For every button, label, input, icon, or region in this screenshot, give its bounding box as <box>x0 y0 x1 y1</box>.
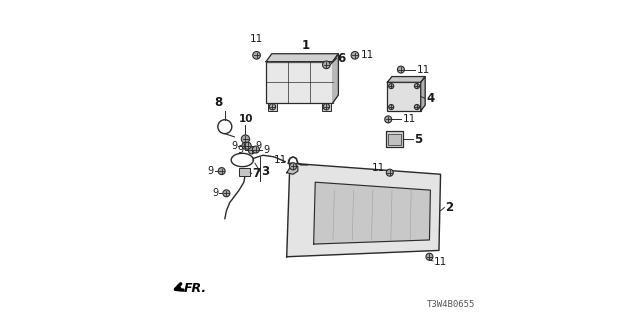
Text: 6: 6 <box>337 52 346 65</box>
Polygon shape <box>287 163 440 257</box>
Text: 1: 1 <box>301 39 310 52</box>
Circle shape <box>351 52 358 59</box>
Polygon shape <box>387 76 425 82</box>
Polygon shape <box>287 163 298 174</box>
Text: 9: 9 <box>255 141 261 151</box>
Bar <box>388 134 401 145</box>
Text: 11: 11 <box>361 50 374 60</box>
Text: 9: 9 <box>207 166 214 176</box>
Circle shape <box>426 253 433 260</box>
Bar <box>386 132 403 147</box>
Text: 11: 11 <box>250 34 263 44</box>
Circle shape <box>414 84 419 89</box>
Circle shape <box>252 146 259 153</box>
Circle shape <box>397 66 404 73</box>
Polygon shape <box>333 54 339 103</box>
Circle shape <box>223 190 230 197</box>
Bar <box>387 82 420 111</box>
Circle shape <box>244 142 251 149</box>
Text: T3W4B0655: T3W4B0655 <box>427 300 476 309</box>
Text: 7: 7 <box>252 167 260 180</box>
Circle shape <box>289 163 296 170</box>
Circle shape <box>248 147 255 154</box>
Bar <box>266 62 333 103</box>
Text: 2: 2 <box>445 201 453 214</box>
Circle shape <box>323 61 330 69</box>
Text: 9: 9 <box>264 145 269 155</box>
Text: FR.: FR. <box>184 282 207 295</box>
Bar <box>268 103 277 111</box>
Polygon shape <box>266 54 339 62</box>
Text: 11: 11 <box>417 65 430 75</box>
Text: 4: 4 <box>426 92 435 105</box>
Text: 10: 10 <box>239 114 253 124</box>
Text: 9: 9 <box>232 141 237 151</box>
Circle shape <box>242 142 249 149</box>
Circle shape <box>387 169 393 176</box>
Text: 8: 8 <box>214 96 223 109</box>
Bar <box>321 103 331 111</box>
Circle shape <box>388 84 394 89</box>
Circle shape <box>388 105 394 109</box>
Text: 3: 3 <box>261 164 269 178</box>
Text: 11: 11 <box>372 163 385 173</box>
Text: 11: 11 <box>403 114 416 124</box>
Text: 5: 5 <box>413 133 422 146</box>
Text: 9: 9 <box>237 146 244 156</box>
Text: 11: 11 <box>434 257 447 267</box>
Circle shape <box>218 168 225 175</box>
Polygon shape <box>314 182 430 244</box>
Bar <box>239 168 250 176</box>
Text: 9: 9 <box>212 188 218 198</box>
Circle shape <box>269 104 276 110</box>
Polygon shape <box>420 76 425 111</box>
Text: 11: 11 <box>273 155 287 165</box>
Circle shape <box>414 105 419 109</box>
Circle shape <box>323 104 330 110</box>
Circle shape <box>241 135 250 143</box>
Circle shape <box>385 116 392 123</box>
Circle shape <box>253 52 260 59</box>
